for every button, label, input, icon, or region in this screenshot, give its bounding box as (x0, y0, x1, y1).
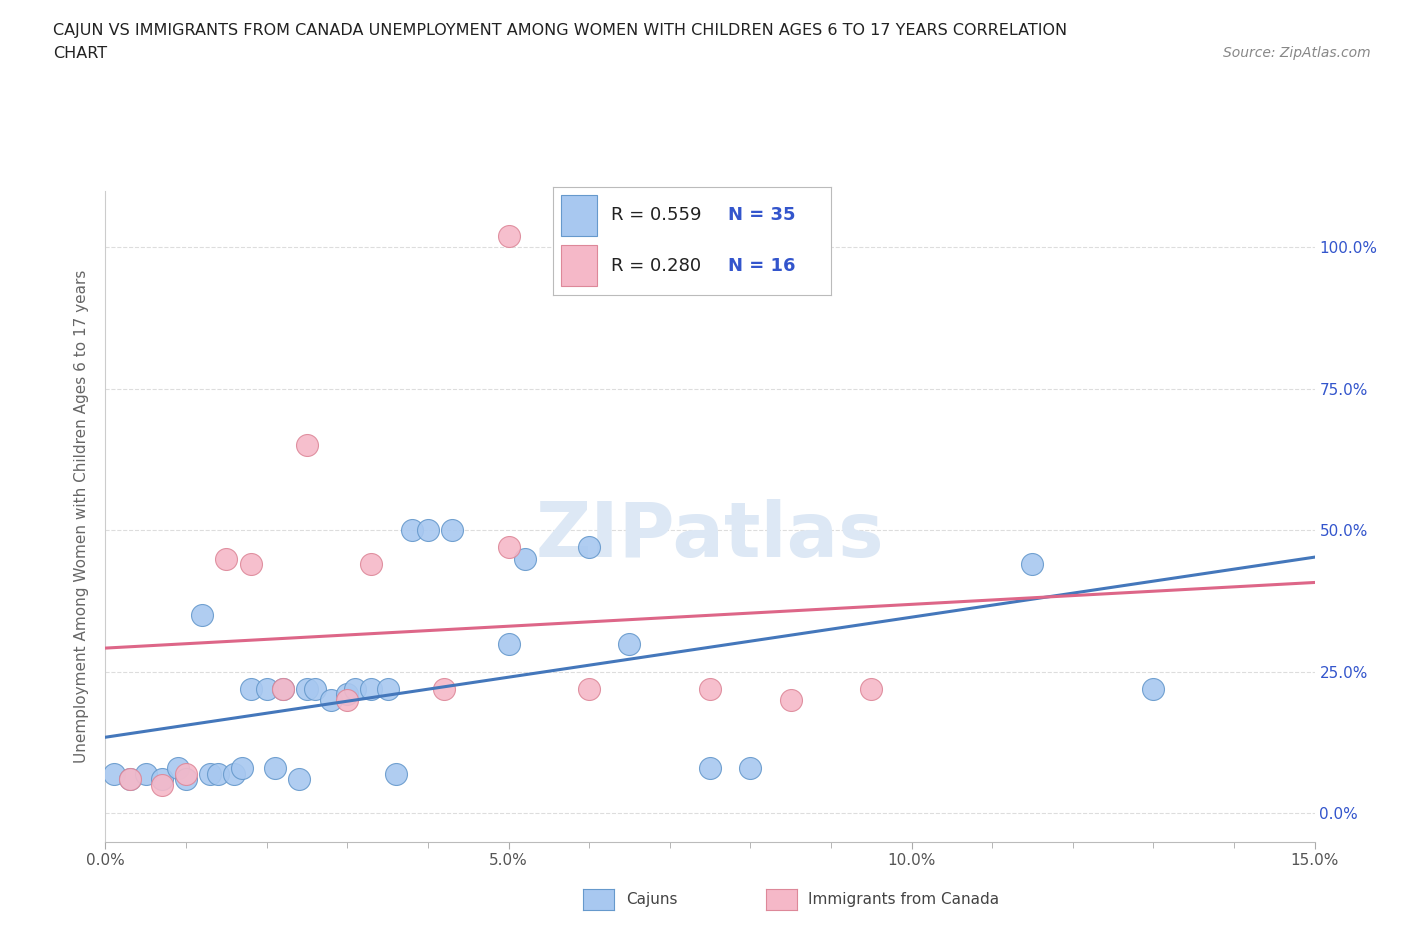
Point (1021, 557, 1043, 572)
Point (779, 693, 801, 708)
Point (498, 636, 520, 651)
Point (578, 539, 600, 554)
Point (191, 608, 214, 623)
Text: CAJUN VS IMMIGRANTS FROM CANADA UNEMPLOYMENT AMONG WOMEN WITH CHILDREN AGES 6 TO: CAJUN VS IMMIGRANTS FROM CANADA UNEMPLOY… (53, 23, 1067, 38)
Point (578, 682, 600, 697)
Text: Immigrants from Canada: Immigrants from Canada (808, 892, 1000, 907)
Point (239, 682, 262, 697)
Point (336, 687, 359, 702)
Point (167, 761, 190, 776)
Point (135, 766, 157, 781)
Point (224, 766, 246, 781)
Point (118, 772, 141, 787)
Text: CHART: CHART (53, 46, 107, 61)
Point (215, 551, 238, 566)
Point (384, 766, 406, 781)
Point (699, 761, 721, 776)
Point (295, 438, 318, 453)
Point (263, 761, 285, 776)
Point (239, 557, 262, 572)
Point (321, 693, 343, 708)
Point (256, 682, 278, 697)
Point (377, 682, 399, 697)
Bar (561, 246, 598, 286)
Point (118, 772, 141, 787)
Point (699, 682, 721, 697)
Point (174, 772, 197, 787)
Point (174, 766, 197, 781)
Point (304, 682, 326, 697)
Point (344, 682, 367, 697)
Point (150, 772, 173, 787)
Point (295, 682, 318, 697)
Point (1142, 682, 1164, 697)
Y-axis label: Unemployment Among Women with Children Ages 6 to 17 years: Unemployment Among Women with Children A… (75, 270, 90, 763)
Point (207, 766, 229, 781)
Point (513, 551, 536, 566)
Point (271, 682, 294, 697)
Point (740, 761, 762, 776)
Point (498, 229, 520, 244)
Text: R = 0.280: R = 0.280 (612, 258, 702, 275)
Text: Source: ZipAtlas.com: Source: ZipAtlas.com (1223, 46, 1371, 60)
Text: Cajuns: Cajuns (626, 892, 678, 907)
Point (416, 523, 439, 538)
Text: ZIPatlas: ZIPatlas (536, 498, 884, 573)
Bar (561, 195, 598, 235)
Point (231, 761, 253, 776)
Point (401, 523, 423, 538)
Point (498, 539, 520, 554)
Point (433, 682, 456, 697)
Point (103, 766, 125, 781)
Point (619, 636, 641, 651)
Point (360, 682, 382, 697)
Point (441, 523, 464, 538)
Point (288, 772, 311, 787)
Point (150, 777, 173, 792)
Point (200, 766, 222, 781)
Text: R = 0.559: R = 0.559 (612, 206, 702, 224)
Text: N = 16: N = 16 (728, 258, 796, 275)
Point (860, 682, 883, 697)
Text: N = 35: N = 35 (728, 206, 796, 224)
Point (336, 693, 359, 708)
Point (271, 682, 294, 697)
Point (360, 557, 382, 572)
